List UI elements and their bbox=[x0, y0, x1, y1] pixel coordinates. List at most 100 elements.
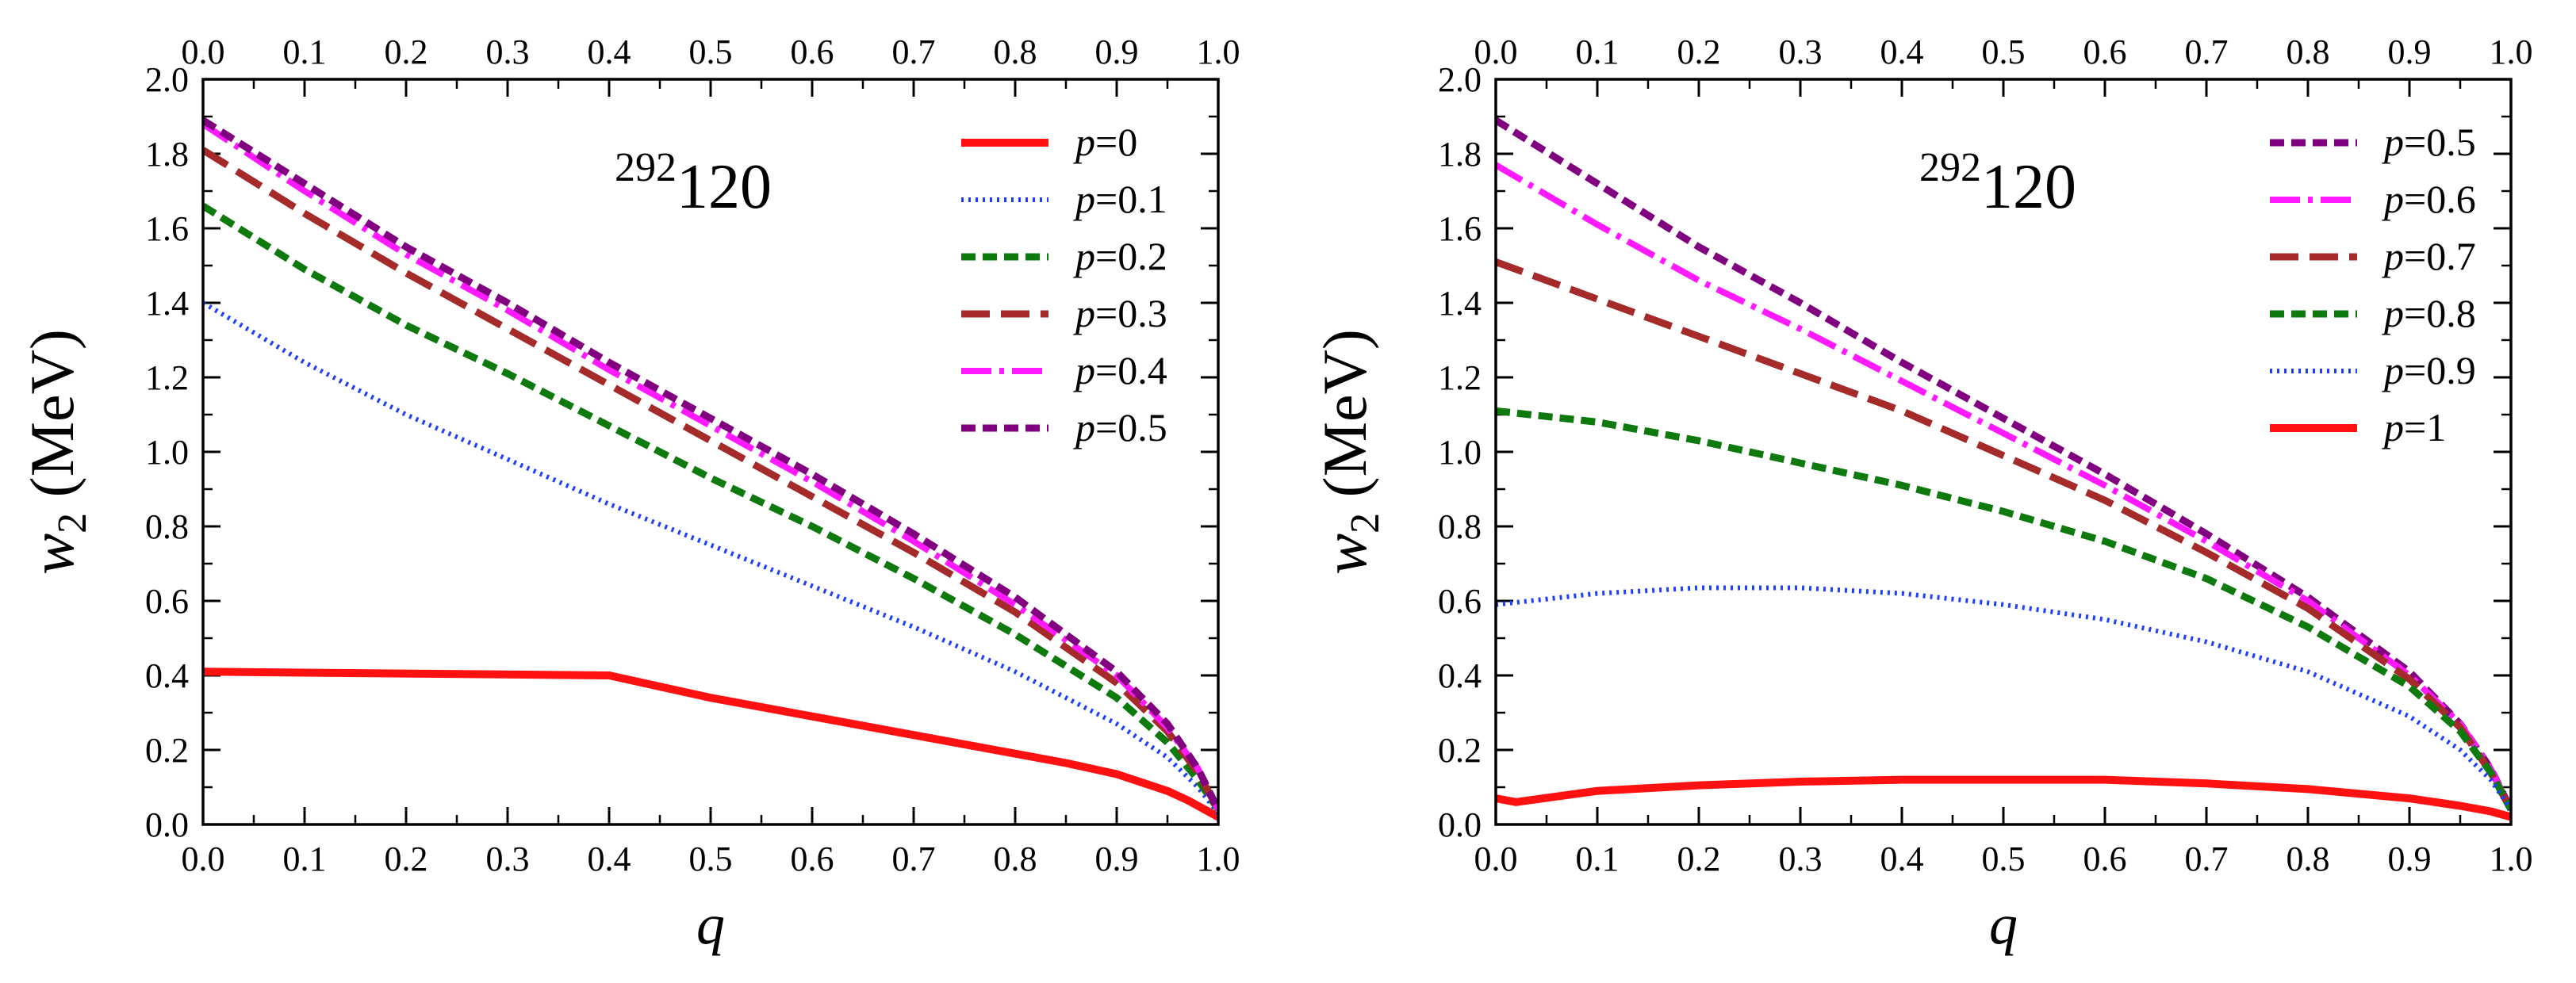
x-tick-label-top: 0.1 bbox=[1576, 33, 1620, 71]
x-tick-label-top: 0.4 bbox=[1880, 33, 1924, 71]
x-tick-label: 0.4 bbox=[1880, 840, 1924, 878]
nucleus-label: 292120 bbox=[1919, 145, 2076, 222]
plot-frame bbox=[201, 78, 1220, 826]
x-tick-label: 0.0 bbox=[182, 840, 225, 878]
y-tick-label: 0.2 bbox=[1438, 731, 1482, 770]
x-axis-label: q bbox=[1989, 893, 2018, 956]
nucleus-label: 292120 bbox=[615, 145, 772, 222]
x-tick-label: 0.2 bbox=[385, 840, 428, 878]
x-tick-label-top: 0.6 bbox=[791, 33, 834, 71]
legend-value: =0.4 bbox=[1095, 348, 1167, 392]
legend-value: =0.9 bbox=[2404, 348, 2476, 392]
y-tick-label: 0.0 bbox=[145, 805, 189, 844]
legend-var: p bbox=[2382, 177, 2404, 221]
nucleus-element: 120 bbox=[677, 152, 772, 222]
x-tick-label: 0.8 bbox=[994, 840, 1037, 878]
legend-label: p=0.3 bbox=[1073, 291, 1167, 335]
x-tick-label: 0.9 bbox=[2388, 840, 2432, 878]
legend-var: p bbox=[1073, 291, 1095, 335]
y-tick-label: 1.6 bbox=[145, 209, 189, 248]
series-line-p=1 bbox=[1496, 775, 2511, 821]
x-tick-label-top: 0.4 bbox=[588, 33, 631, 71]
y-tick-label: 1.0 bbox=[145, 433, 189, 472]
y-tick-label: 0.0 bbox=[1438, 805, 1482, 844]
x-tick-label-top: 0.0 bbox=[1474, 33, 1518, 71]
x-tick-label-top: 0.7 bbox=[2185, 33, 2229, 71]
x-tick-label: 0.6 bbox=[2083, 840, 2127, 878]
legend-var: p bbox=[2382, 405, 2404, 449]
legend-label: p=0.4 bbox=[1073, 348, 1167, 392]
y-tick-label: 1.0 bbox=[1438, 433, 1482, 472]
legend-value: =0 bbox=[1095, 120, 1137, 164]
series-line-p=0.5 bbox=[203, 117, 1218, 812]
x-tick-label: 0.7 bbox=[892, 840, 936, 878]
series-line-p=0.2 bbox=[203, 202, 1218, 812]
y-tick-label: 1.4 bbox=[145, 284, 189, 323]
y-tick-label: 1.4 bbox=[1438, 284, 1482, 323]
x-tick-label: 1.0 bbox=[2490, 840, 2533, 878]
series-line-p=0 bbox=[203, 667, 1218, 820]
x-tick-label-top: 0.8 bbox=[2287, 33, 2330, 71]
legend-value: =0.2 bbox=[1095, 234, 1167, 278]
legend-label: p=1 bbox=[2382, 405, 2446, 449]
series-line-p=0.1 bbox=[203, 300, 1218, 815]
x-tick-label-top: 0.2 bbox=[385, 33, 428, 71]
legend-value: =1 bbox=[2404, 405, 2446, 449]
legend-label: p=0.6 bbox=[2382, 177, 2476, 221]
legend-value: =0.6 bbox=[2404, 177, 2476, 221]
x-tick-label-top: 0.9 bbox=[1095, 33, 1139, 71]
series-line-p=0.3 bbox=[203, 147, 1218, 812]
legend-label: p=0.1 bbox=[1073, 177, 1167, 221]
legend-value: =0.7 bbox=[2404, 234, 2476, 278]
y-tick-label: 0.4 bbox=[1438, 656, 1482, 695]
legend-label: p=0.5 bbox=[2382, 120, 2476, 164]
y-tick-label: 1.8 bbox=[1438, 135, 1482, 174]
x-tick-label-top: 1.0 bbox=[1197, 33, 1240, 71]
x-tick-label-top: 0.8 bbox=[994, 33, 1037, 71]
x-tick-label-top: 0.1 bbox=[283, 33, 327, 71]
x-tick-label: 0.3 bbox=[1779, 840, 1823, 878]
legend-value: =0.8 bbox=[2404, 291, 2476, 335]
x-tick-label: 0.5 bbox=[1982, 840, 2026, 878]
x-tick-label: 0.1 bbox=[283, 840, 327, 878]
y-tick-label: 1.2 bbox=[145, 358, 189, 397]
x-axis-label: q bbox=[696, 893, 725, 956]
legend-label: p=0.5 bbox=[1073, 405, 1167, 449]
y-tick-label: 0.6 bbox=[1438, 582, 1482, 621]
legend-value: =0.3 bbox=[1095, 291, 1167, 335]
x-tick-label: 0.4 bbox=[588, 840, 631, 878]
legend-var: p bbox=[2382, 348, 2404, 392]
y-axis-label: w2 (MeV) bbox=[17, 329, 95, 575]
legend-label: p=0.2 bbox=[1073, 234, 1167, 278]
x-tick-label-top: 0.9 bbox=[2388, 33, 2432, 71]
x-tick-label-top: 0.3 bbox=[486, 33, 530, 71]
y-tick-label: 0.4 bbox=[145, 656, 189, 695]
y-tick-label: 0.8 bbox=[145, 507, 189, 546]
y-tick-label: 1.8 bbox=[145, 135, 189, 174]
x-tick-label-top: 0.3 bbox=[1779, 33, 1823, 71]
nucleus-element: 120 bbox=[1981, 152, 2076, 222]
x-tick-label-top: 1.0 bbox=[2490, 33, 2533, 71]
x-tick-label-top: 0.5 bbox=[1982, 33, 2026, 71]
x-tick-label: 1.0 bbox=[1197, 840, 1240, 878]
x-tick-label: 0.0 bbox=[1474, 840, 1518, 878]
legend-var: p bbox=[2382, 120, 2404, 164]
chart-panel-1: 0.00.00.10.10.20.20.30.30.40.40.50.50.60… bbox=[17, 33, 1240, 956]
legend-value: =0.1 bbox=[1095, 177, 1167, 221]
legend-var: p bbox=[1073, 348, 1095, 392]
y-tick-label: 2.0 bbox=[1438, 60, 1482, 99]
x-tick-label: 0.3 bbox=[486, 840, 530, 878]
series-line-p=0.7 bbox=[1496, 258, 2511, 812]
series-line-p=0.5 bbox=[1496, 117, 2511, 812]
x-tick-label: 0.2 bbox=[1677, 840, 1721, 878]
x-tick-label: 0.7 bbox=[2185, 840, 2229, 878]
x-tick-label: 0.1 bbox=[1576, 840, 1620, 878]
legend-var: p bbox=[1073, 234, 1095, 278]
x-tick-label-top: 0.7 bbox=[892, 33, 936, 71]
legend-var: p bbox=[1073, 405, 1095, 449]
legend-var: p bbox=[1073, 120, 1095, 164]
plot-frame bbox=[1494, 78, 2513, 826]
x-tick-label-top: 0.5 bbox=[689, 33, 733, 71]
x-tick-label: 0.6 bbox=[791, 840, 834, 878]
